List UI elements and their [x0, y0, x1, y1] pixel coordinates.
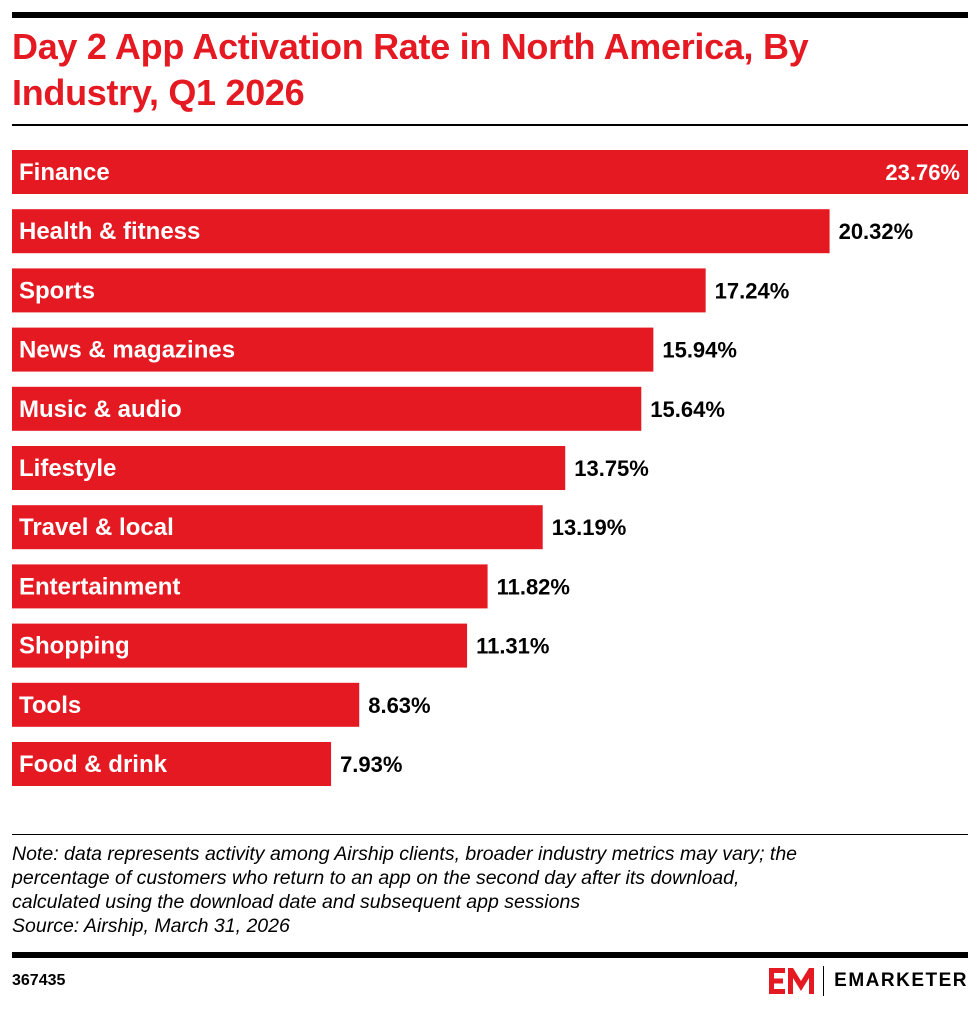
category-label: Lifestyle — [19, 455, 116, 482]
title-rule — [12, 124, 968, 126]
top-rule — [12, 12, 968, 18]
note-line: calculated using the download date and s… — [12, 891, 581, 913]
value-label: 17.24% — [715, 278, 790, 303]
bar-sports — [12, 268, 706, 313]
note-line: percentage of customers who return to an… — [12, 867, 740, 889]
value-label: 11.31% — [476, 634, 549, 659]
value-label: 15.94% — [662, 338, 737, 363]
brand-logo: EMARKETER — [769, 964, 968, 998]
bar-travel-local — [12, 505, 543, 550]
category-label: Health & fitness — [19, 218, 200, 245]
category-label: Finance — [19, 159, 110, 186]
bar-news-magazines — [12, 327, 654, 372]
value-label: 13.75% — [574, 456, 649, 481]
value-label: 7.93% — [340, 752, 402, 777]
bottom-rule — [12, 952, 968, 958]
bar-food-drink — [12, 742, 332, 786]
category-label: Entertainment — [19, 573, 180, 600]
bar-health-fitness — [12, 209, 830, 254]
value-label: 15.64% — [650, 397, 725, 422]
brand-divider — [823, 966, 825, 996]
source-line: Source: Airship, March 31, 2026 — [12, 915, 290, 937]
category-label: Food & drink — [19, 751, 168, 778]
category-label: Shopping — [19, 633, 130, 660]
em-logo-icon — [769, 968, 815, 994]
chart-id: 367435 — [12, 972, 66, 989]
bar-shopping — [12, 623, 468, 668]
bar-entertainment — [12, 564, 488, 609]
category-label: Tools — [19, 692, 81, 719]
value-label: 11.82% — [497, 574, 570, 599]
category-label: Music & audio — [19, 396, 182, 423]
brand-name: EMARKETER — [834, 970, 968, 991]
bar-finance — [12, 150, 968, 194]
chart-title: Day 2 App Activation Rate in North Ameri… — [12, 26, 809, 113]
value-label: 8.63% — [368, 693, 430, 718]
value-label: 13.19% — [552, 515, 627, 540]
bar-music-audio — [12, 386, 642, 431]
value-label: 23.76% — [885, 160, 960, 185]
category-label: Travel & local — [19, 514, 174, 541]
bar-lifestyle — [12, 446, 566, 490]
category-label: Sports — [19, 277, 95, 304]
note-line: Note: data represents activity among Air… — [12, 843, 798, 865]
bar-tools — [12, 682, 360, 727]
category-label: News & magazines — [19, 337, 235, 364]
note-rule — [12, 834, 968, 835]
chart-note: Note: data represents activity among Air… — [12, 842, 968, 938]
value-label: 20.32% — [839, 219, 914, 244]
bar-chart: Finance 23.76% Health & fitness 20.32% Sport… — [12, 150, 968, 786]
